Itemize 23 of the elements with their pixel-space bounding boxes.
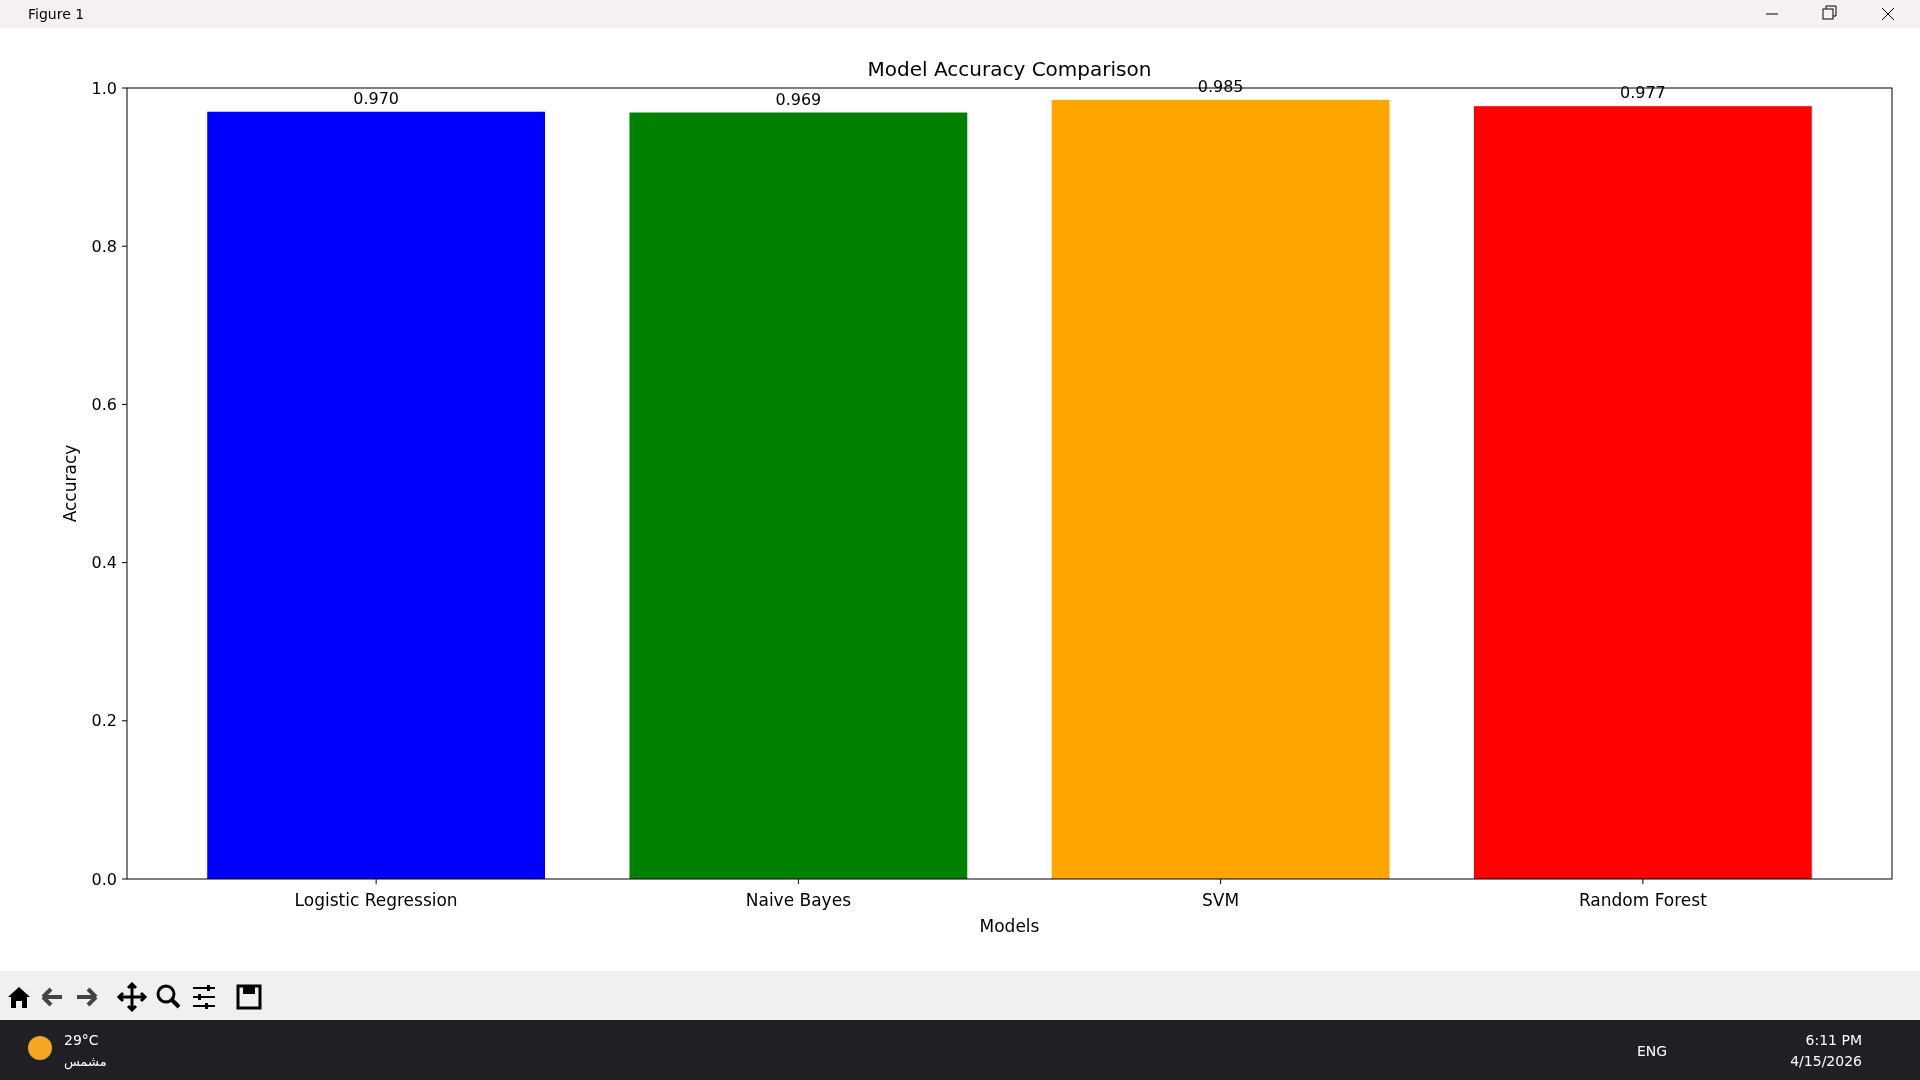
text: 6:11 PM [1805, 1032, 1862, 1048]
y-tick-label: 0.6 [91, 395, 117, 414]
y-tick-label: 0.4 [91, 553, 117, 573]
y-tick-label: 0.8 [91, 236, 117, 256]
data-label: 0.969 [775, 89, 822, 109]
data-label: 0.970 [353, 88, 400, 108]
y-tick-label: 0.0 [91, 869, 117, 889]
text: 4/15/2026 [1790, 1053, 1863, 1069]
text: مشمس [64, 1054, 107, 1070]
text: ENG [1636, 1043, 1668, 1059]
y-tick-label: 1.0 [91, 78, 117, 98]
data-label: 0.985 [1197, 76, 1244, 96]
x-tick-label: SVM [1202, 890, 1240, 910]
y-tick-label: 0.2 [91, 711, 117, 731]
caption: Figure 1 [28, 6, 85, 22]
x-axis-title: Models [979, 916, 1040, 936]
x-tick-label: Naive Bayes [745, 890, 852, 910]
text: 29°C [64, 1032, 99, 1048]
chart-title: Model Accuracy Comparison [867, 57, 1152, 81]
data-label: 0.977 [1619, 83, 1666, 103]
y-axis-title: Accuracy [60, 444, 80, 523]
x-tick-label: Logistic Regression [294, 890, 458, 910]
x-tick-label: Random Forest [1578, 890, 1708, 910]
